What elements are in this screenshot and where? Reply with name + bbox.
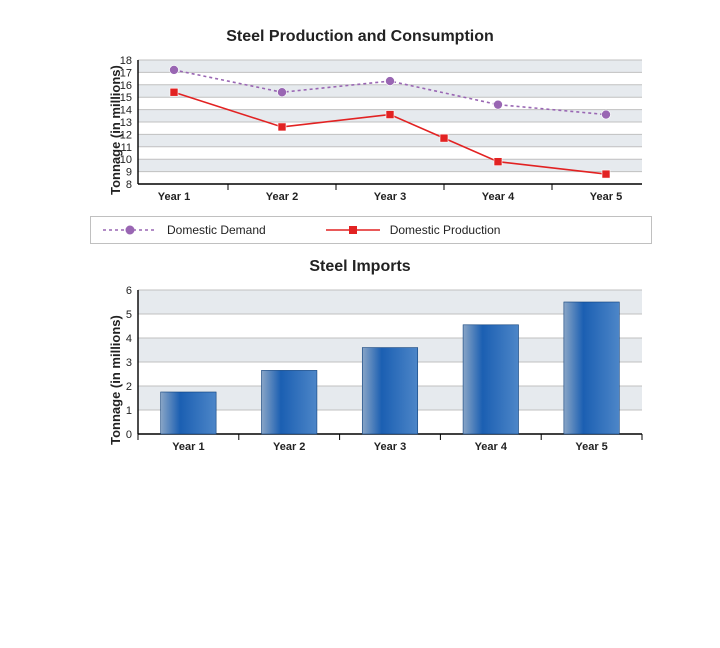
- legend-label: Domestic Demand: [167, 223, 266, 237]
- chart1-legend: Domestic Demand Domestic Production: [90, 216, 652, 244]
- chart1-y-axis-label: Tonnage (in millions): [108, 60, 123, 200]
- chart1-marker: [440, 134, 448, 142]
- y-tick-label: 9: [126, 167, 132, 179]
- grid-band: [138, 85, 642, 97]
- legend-label: Domestic Production: [390, 223, 501, 237]
- chart1-marker: [278, 88, 287, 97]
- chart2-title: Steel Imports: [50, 258, 670, 276]
- grid-band: [138, 134, 642, 146]
- y-tick-label: 8: [126, 179, 132, 191]
- x-tick-label: Year 5: [575, 441, 607, 453]
- chart1-marker: [494, 158, 502, 166]
- legend-item: Domestic Production: [326, 223, 501, 237]
- bar: [564, 302, 619, 434]
- y-tick-label: 0: [126, 429, 132, 441]
- bar: [463, 325, 518, 434]
- legend-item: Domestic Demand: [103, 223, 266, 237]
- y-tick-label: 4: [126, 333, 132, 345]
- bar: [362, 348, 417, 434]
- bar: [261, 370, 316, 434]
- chart1-marker: [386, 77, 395, 86]
- x-tick-label: Year 3: [374, 191, 406, 203]
- chart1-marker: [170, 65, 179, 74]
- y-tick-label: 6: [126, 286, 132, 297]
- grid-band: [138, 60, 642, 72]
- chart1-marker: [278, 123, 286, 131]
- x-tick-label: Year 5: [590, 191, 622, 203]
- y-tick-label: 5: [126, 309, 132, 321]
- x-tick-label: Year 2: [266, 191, 298, 203]
- x-tick-label: Year 1: [158, 191, 190, 203]
- y-tick-label: 2: [126, 381, 132, 393]
- y-tick-label: 3: [126, 357, 132, 369]
- chart1-marker: [602, 110, 611, 119]
- x-tick-label: Year 4: [482, 191, 515, 203]
- x-tick-label: Year 3: [374, 441, 406, 453]
- y-tick-label: 1: [126, 405, 132, 417]
- x-tick-label: Year 1: [172, 441, 204, 453]
- x-tick-label: Year 2: [273, 441, 305, 453]
- chart1-marker: [602, 170, 610, 178]
- x-tick-label: Year 4: [475, 441, 508, 453]
- chart1-marker: [494, 100, 503, 109]
- chart1-title: Steel Production and Consumption: [50, 28, 670, 46]
- chart1-marker: [386, 111, 394, 119]
- chart1-marker: [170, 88, 178, 96]
- bar: [161, 392, 216, 434]
- chart2-y-axis-label: Tonnage (in millions): [108, 310, 123, 450]
